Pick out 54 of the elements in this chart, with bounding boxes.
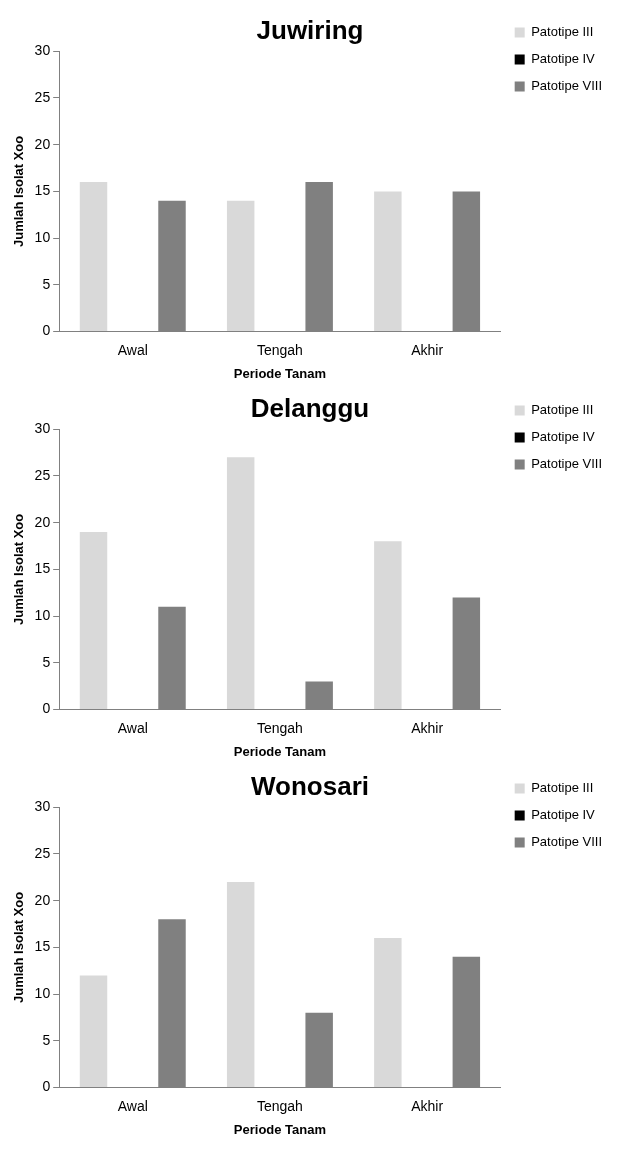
legend-label: Patotipe IV (531, 51, 596, 67)
legend-label: Patotipe VIII (531, 834, 603, 850)
legend-label: Patotipe IV (531, 429, 596, 445)
y-tick-label: 0 (42, 1078, 51, 1095)
y-tick-label: 30 (34, 42, 51, 59)
y-tick-label: 20 (34, 891, 51, 908)
y-tick-label: 25 (34, 88, 51, 105)
y-tick-label: 0 (42, 700, 51, 717)
x-tick-label: Akhir (411, 719, 444, 736)
legend-label: Patotipe III (531, 402, 594, 418)
legend-label: Patotipe IV (531, 807, 596, 823)
bar (374, 938, 402, 1088)
y-tick-label: 25 (34, 466, 51, 483)
y-tick-label: 10 (34, 228, 51, 245)
bar (79, 532, 108, 710)
y-tick-label: 15 (34, 560, 51, 577)
y-tick-label: 15 (34, 938, 51, 955)
x-tick-label: Tengah (256, 719, 303, 736)
y-tick-label: 5 (42, 1031, 51, 1048)
chart-title: Juwiring (256, 14, 364, 45)
x-axis-title: Periode Tanam (233, 1121, 327, 1137)
x-tick-label: Awal (117, 1097, 148, 1114)
chart-title: Delanggu (250, 392, 370, 423)
y-tick-label: 20 (34, 513, 51, 530)
x-axis-title: Periode Tanam (233, 743, 327, 759)
bar (374, 541, 402, 710)
x-tick-label: Akhir (411, 1097, 444, 1114)
y-tick-label: 20 (34, 135, 51, 152)
y-tick-label: 25 (34, 844, 51, 861)
y-tick-label: 0 (42, 322, 51, 339)
legend-label: Patotipe III (531, 24, 594, 40)
x-tick-label: Awal (117, 719, 148, 736)
y-axis-title: Jumlah Isolat Xoo (11, 891, 27, 1004)
y-tick-label: 10 (34, 984, 51, 1001)
y-axis-title: Jumlah Isolat Xoo (11, 513, 27, 626)
y-tick-label: 10 (34, 606, 51, 623)
bar (79, 975, 108, 1088)
x-tick-label: Tengah (256, 341, 303, 358)
bar (226, 457, 255, 710)
y-tick-label: 15 (34, 182, 51, 199)
x-axis-title: Periode Tanam (233, 365, 327, 381)
legend-label: Patotipe VIII (531, 78, 603, 94)
y-tick-label: 30 (34, 798, 51, 815)
x-tick-label: Tengah (256, 1097, 303, 1114)
x-tick-label: Akhir (411, 341, 444, 358)
legend-label: Patotipe VIII (531, 456, 603, 472)
x-tick-label: Awal (117, 341, 148, 358)
y-axis-title: Jumlah Isolat Xoo (11, 135, 27, 248)
y-tick-label: 5 (42, 275, 51, 292)
y-tick-label: 5 (42, 653, 51, 670)
chart-title: Wonosari (251, 770, 369, 801)
bar (226, 881, 255, 1088)
legend-label: Patotipe III (531, 780, 594, 796)
y-tick-label: 30 (34, 420, 51, 437)
